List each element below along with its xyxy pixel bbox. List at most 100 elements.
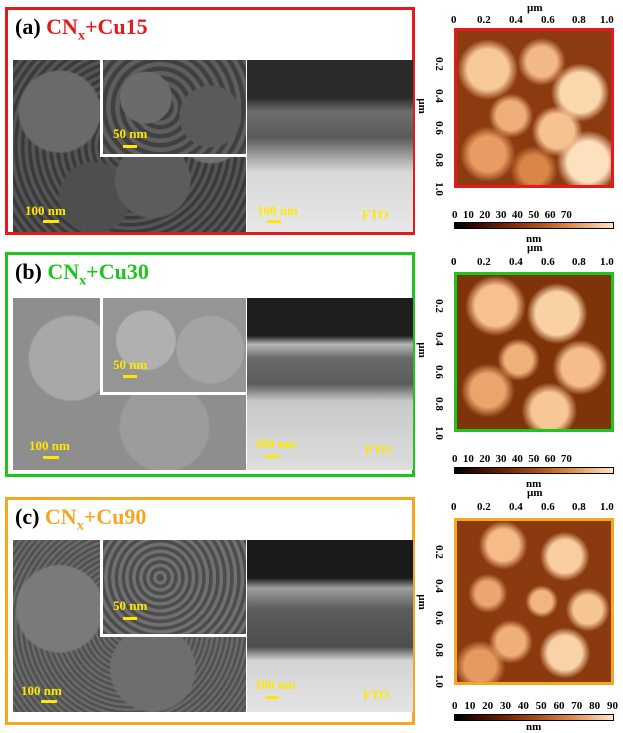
panel-c-sem-scale-label: 100 nm: [21, 683, 62, 698]
afm-b-y-tick: 0.2: [432, 299, 445, 313]
afm-b-y-tick: 0.6: [432, 365, 445, 379]
panel-c-subscript: x: [76, 518, 84, 534]
afm-c-cbar-tick: 20: [482, 700, 494, 712]
afm-b-cbar-tick: 30: [495, 453, 507, 465]
panel-c-fto-label: FTO: [363, 687, 390, 702]
panel-b-xsec-scale-bar: [265, 455, 279, 458]
afm-b-cbar-tick: 50: [528, 453, 540, 465]
afm-b-cbar-tick: 0: [452, 453, 458, 465]
afm-b-colorbar: [454, 467, 614, 474]
panel-c-inset-scale-label: 50 nm: [113, 598, 148, 613]
afm-b-y-unit: µm: [415, 342, 428, 358]
panel-b-cross-section-image: 100 nm FTO: [247, 298, 413, 470]
afm-c-cbar-tick: 30: [499, 700, 511, 712]
panel-a-compound: CN: [46, 14, 78, 39]
afm-a-cbar-tick: 10: [462, 209, 474, 221]
afm-c-y-tick: 0.4: [432, 579, 445, 593]
afm-b-cbar-tick: 20: [479, 453, 491, 465]
panel-a-subscript: x: [77, 28, 85, 44]
afm-a-x-tick: 0: [451, 14, 457, 26]
afm-b-x-unit: µm: [527, 242, 543, 254]
afm-c-x-tick: 0.4: [509, 501, 523, 513]
afm-b-y-tick: 0.8: [432, 397, 445, 411]
panel-a-xsec-scale-label: 100 nm: [257, 203, 298, 218]
afm-a-x-tick: 0.6: [541, 14, 555, 26]
panel-c-loading: +Cu90: [83, 504, 147, 529]
afm-c-cbar-tick: 70: [571, 700, 583, 712]
afm-a-y-tick: 0.4: [432, 89, 445, 103]
afm-a-x-tick: 0.2: [477, 14, 491, 26]
panel-c-letter: (c): [15, 504, 40, 529]
panel-b-sem-inset: 50 nm: [100, 298, 246, 395]
panel-b-label: (b) CNx+Cu30: [15, 259, 149, 289]
panel-b-inset-scale-label: 50 nm: [113, 357, 148, 372]
afm-c-colorbar: [454, 714, 614, 721]
afm-a-y-tick: 0.2: [432, 57, 445, 71]
afm-c-image: [454, 518, 614, 685]
afm-b-cbar-tick: 70: [560, 453, 572, 465]
afm-b-cbar-tick: 10: [462, 453, 474, 465]
panel-c-sem-scale-bar: [41, 700, 57, 703]
afm-c-cbar-tick: 60: [553, 700, 565, 712]
panel-b-inset-scale-bar: [123, 375, 137, 378]
afm-a-x-unit: µm: [527, 2, 543, 14]
afm-b-colorbar-ticks: 0 10 20 30 40 50 60 70: [452, 453, 572, 465]
afm-a-x-tick: 0.8: [572, 14, 586, 26]
afm-b-cbar-tick: 40: [511, 453, 523, 465]
panel-a-cross-section-image: 100 nm FTO: [247, 60, 413, 232]
afm-a-y-unit: µm: [415, 98, 428, 114]
afm-a-y-tick: 1.0: [432, 182, 445, 196]
afm-c-x-tick: 0.2: [477, 501, 491, 513]
panel-a-label: (a) CNx+Cu15: [15, 14, 148, 44]
afm-a-cbar-unit: nm: [526, 233, 542, 245]
afm-b-y-tick: 1.0: [432, 426, 445, 440]
afm-a-colorbar: [454, 222, 614, 229]
afm-c-cbar-tick: 0: [452, 700, 458, 712]
panel-a-xsec-scale-bar: [267, 220, 281, 223]
afm-a-colorbar-ticks: 0 10 20 30 40 50 60 70: [452, 209, 572, 221]
panel-a-frame: (a) CNx+Cu15 50 nm 100 nm 100 nm FTO: [5, 7, 415, 235]
afm-a-x-tick: 0.4: [509, 14, 523, 26]
panel-b-frame: (b) CNx+Cu30 50 nm 100 nm 100 nm FTO: [5, 252, 415, 477]
afm-c-x-tick: 0: [451, 501, 457, 513]
panel-b-sem-scale-bar: [43, 456, 59, 459]
afm-b-x-tick: 0.6: [541, 256, 555, 268]
afm-a-cbar-tick: 30: [495, 209, 507, 221]
panel-a-sem-scale-bar: [43, 220, 59, 223]
afm-a-cbar-tick: 50: [528, 209, 540, 221]
panel-b-compound: CN: [47, 259, 80, 284]
panel-b-sem-scale-label: 100 nm: [29, 438, 70, 453]
afm-c-cbar-tick: 50: [535, 700, 547, 712]
afm-b-x-tick: 1.0: [600, 256, 614, 268]
panel-a-inset-scale-label: 50 nm: [113, 126, 148, 141]
panel-a-loading: +Cu15: [84, 14, 148, 39]
panel-c-label: (c) CNx+Cu90: [15, 504, 146, 534]
afm-c-cbar-tick: 10: [464, 700, 476, 712]
afm-c-y-unit: µm: [415, 594, 428, 610]
afm-a-cbar-tick: 0: [452, 209, 458, 221]
panel-c-xsec-scale-bar: [265, 696, 279, 699]
afm-b-y-tick: 0.4: [432, 332, 445, 346]
panel-c-cross-section-image: 100 nm FTO: [247, 540, 413, 712]
afm-a-y-tick: 0.6: [432, 121, 445, 135]
afm-a-cbar-tick: 20: [479, 209, 491, 221]
afm-a-cbar-tick: 70: [560, 209, 572, 221]
afm-c-y-tick: 0.8: [432, 643, 445, 657]
panel-c-sem-image: 50 nm 100 nm: [13, 540, 246, 712]
afm-c-x-unit: µm: [527, 487, 543, 499]
afm-c-x-tick: 1.0: [600, 501, 614, 513]
panel-c-sem-inset: 50 nm: [100, 540, 246, 637]
afm-b-x-tick: 0.4: [509, 256, 523, 268]
afm-a-image: [454, 28, 614, 188]
afm-c-cbar-unit: nm: [526, 721, 542, 733]
panel-b-subscript: x: [79, 273, 87, 289]
panel-a-fto-label: FTO: [362, 207, 389, 222]
panel-b-xsec-scale-label: 100 nm: [255, 436, 296, 451]
panel-b-letter: (b): [15, 259, 42, 284]
afm-b-x-tick: 0: [451, 256, 457, 268]
afm-b-x-tick: 0.8: [572, 256, 586, 268]
afm-c-cbar-tick: 40: [517, 700, 529, 712]
afm-c-y-tick: 1.0: [432, 674, 445, 688]
afm-c-x-tick: 0.6: [541, 501, 555, 513]
panel-b-loading: +Cu30: [86, 259, 149, 284]
